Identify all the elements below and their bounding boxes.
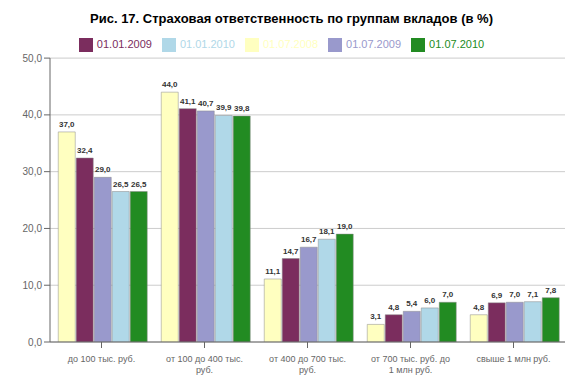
svg-text:5,4: 5,4 [406, 299, 418, 308]
svg-text:7,8: 7,8 [545, 286, 557, 295]
svg-text:29,0: 29,0 [95, 165, 111, 174]
svg-text:14,7: 14,7 [283, 247, 299, 256]
svg-text:10,0: 10,0 [23, 280, 43, 291]
svg-text:4,8: 4,8 [388, 303, 400, 312]
svg-text:26,5: 26,5 [131, 180, 147, 189]
svg-text:39,9: 39,9 [216, 103, 232, 112]
svg-text:4,8: 4,8 [473, 303, 485, 312]
html-text:01.07.2009: 01.07.2009 [346, 38, 402, 50]
html-text:01.07.2008: 01.07.2008 [263, 38, 318, 50]
svg-text:от 400 до 700 тыс.руб.: от 400 до 700 тыс.руб. [269, 354, 346, 375]
svg-text:40,7: 40,7 [198, 99, 214, 108]
svg-text:18,1: 18,1 [319, 227, 335, 236]
svg-text:30,0: 30,0 [23, 166, 43, 177]
svg-text:11,1: 11,1 [265, 267, 281, 276]
html-text:01.01.2009: 01.01.2009 [96, 38, 152, 50]
svg-text:6,9: 6,9 [491, 291, 503, 300]
svg-text:32,4: 32,4 [77, 146, 93, 155]
svg-text:20,0: 20,0 [23, 223, 43, 234]
svg-text:от 700 тыс. руб. до1 млн руб.: от 700 тыс. руб. до1 млн руб. [371, 354, 450, 375]
svg-text:16,7: 16,7 [301, 235, 317, 244]
html-text:01.01.2010: 01.01.2010 [179, 38, 235, 50]
svg-text:6,0: 6,0 [424, 296, 436, 305]
svg-text:37,0: 37,0 [59, 120, 75, 129]
svg-text:44,0: 44,0 [162, 80, 178, 89]
svg-text:40,0: 40,0 [23, 109, 43, 120]
svg-text:19,0: 19,0 [337, 222, 353, 231]
svg-text:50,0: 50,0 [23, 53, 43, 64]
html-text:01.07.2010: 01.07.2010 [429, 38, 485, 50]
svg-text:7,1: 7,1 [527, 290, 539, 299]
svg-text:41,1: 41,1 [180, 97, 196, 106]
svg-text:до 100 тыс. руб.: до 100 тыс. руб. [68, 354, 136, 364]
html-text:Рис. 17. Страховая ответственн: Рис. 17. Страховая ответственность по гр… [90, 11, 493, 26]
svg-text:39,8: 39,8 [234, 104, 250, 113]
svg-text:26,5: 26,5 [113, 180, 129, 189]
svg-text:свыше 1 млн руб.: свыше 1 млн руб. [476, 354, 550, 364]
svg-text:7,0: 7,0 [442, 290, 454, 299]
svg-text:3,1: 3,1 [370, 312, 382, 321]
svg-text:7,0: 7,0 [509, 290, 521, 299]
svg-text:0,0: 0,0 [28, 337, 42, 348]
svg-text:от 100 до 400 тыс.руб.: от 100 до 400 тыс.руб. [166, 354, 243, 375]
